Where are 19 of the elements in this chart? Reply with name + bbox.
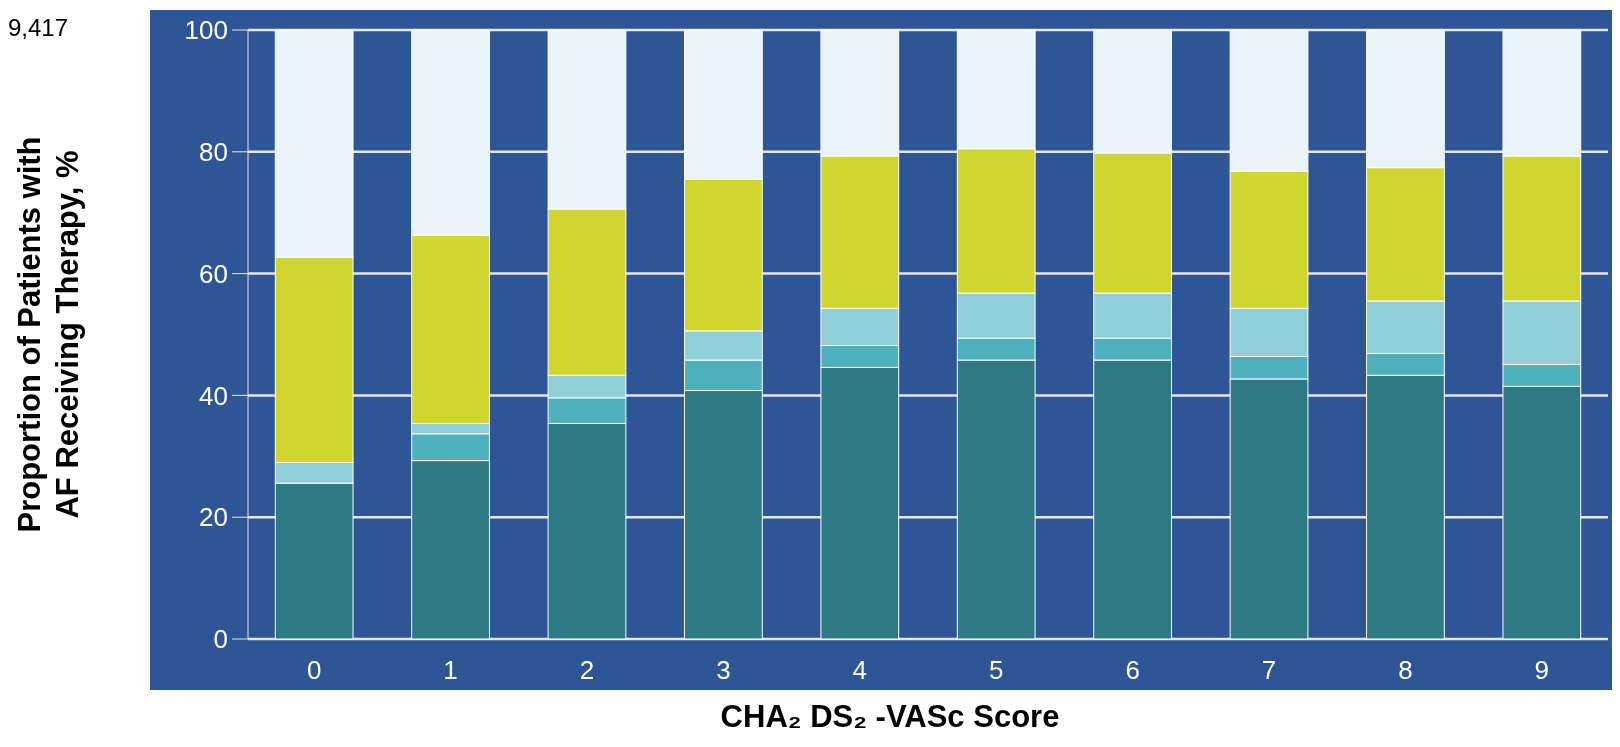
x-tick-label: 7 bbox=[1261, 655, 1277, 685]
x-tick-label: 6 bbox=[1125, 655, 1140, 685]
x-tick-label: 3 bbox=[716, 655, 731, 685]
y-tick-label: 100 bbox=[184, 15, 228, 46]
x-tick-label: 8 bbox=[1398, 655, 1413, 685]
x-tick-label: 1 bbox=[443, 655, 458, 685]
y-tick-label: 20 bbox=[199, 502, 228, 533]
text: 9,417 bbox=[8, 14, 69, 41]
x-axis-title: CHA₂ DS₂ -VASc Score bbox=[720, 699, 1060, 734]
x-tick-label: 5 bbox=[988, 655, 1004, 685]
y-tick-label: 60 bbox=[199, 258, 228, 289]
x-tick-label: 2 bbox=[579, 655, 595, 685]
y-axis-title: Proportion of Patients with AF Receiving Therapy, % bbox=[12, 136, 85, 533]
x-tick-label: 9 bbox=[1534, 655, 1550, 685]
y-tick-label: 0 bbox=[213, 624, 228, 655]
x-tick-label: 4 bbox=[852, 655, 868, 685]
y-tick-label: 80 bbox=[199, 136, 228, 167]
x-tick-label: 0 bbox=[306, 655, 322, 685]
y-tick-label: 40 bbox=[199, 380, 228, 411]
